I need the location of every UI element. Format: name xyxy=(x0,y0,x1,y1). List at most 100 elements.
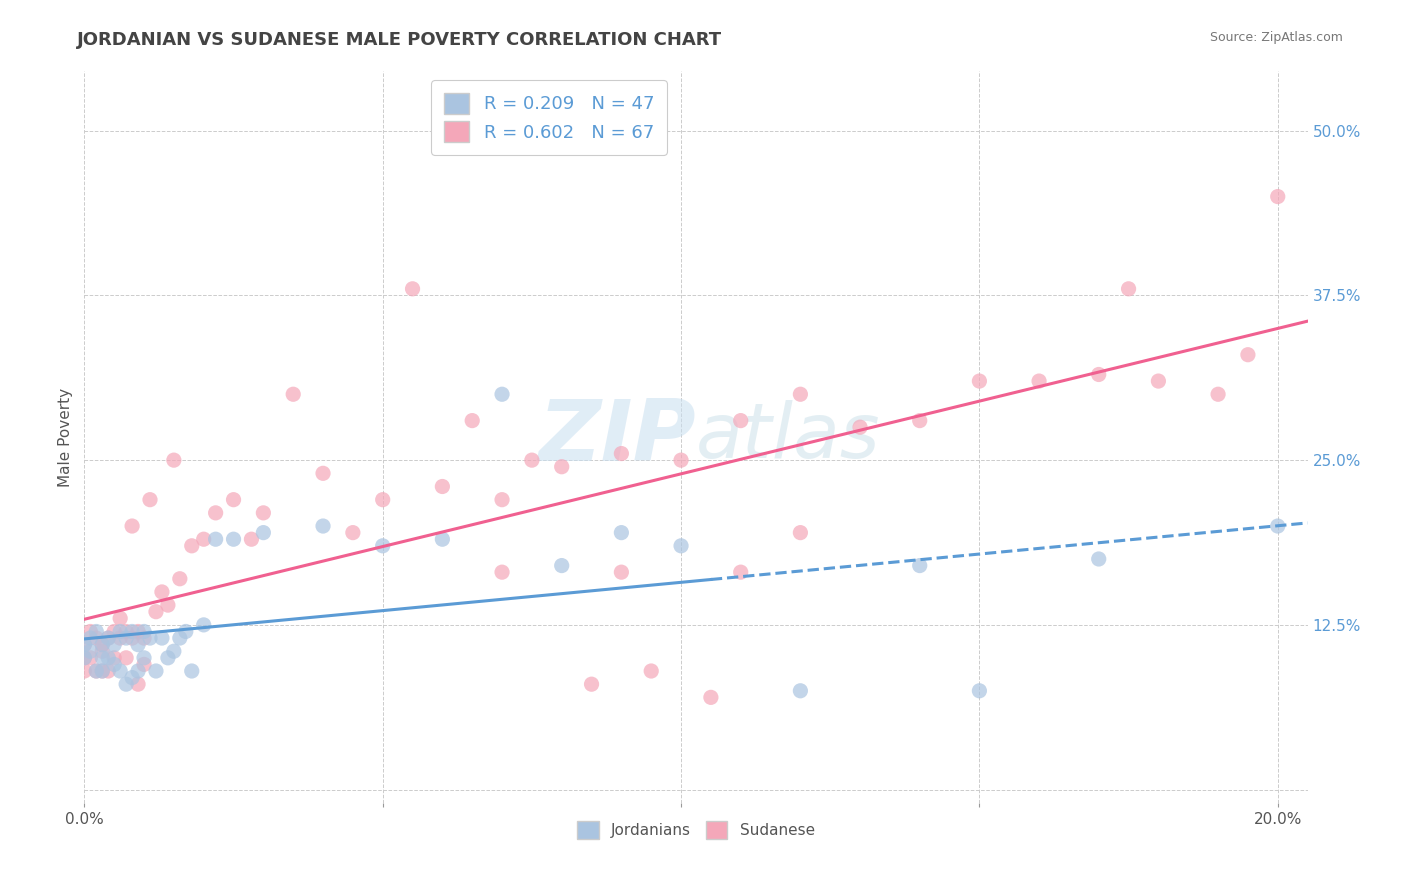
Point xyxy=(132,657,155,672)
Point xyxy=(283,387,305,401)
Point xyxy=(79,644,101,658)
Point xyxy=(1237,348,1260,362)
Point xyxy=(163,644,186,658)
Point xyxy=(84,631,107,645)
Point xyxy=(610,565,633,579)
Point xyxy=(108,664,131,678)
Point xyxy=(150,585,173,599)
Point xyxy=(432,479,454,493)
Point xyxy=(1028,374,1050,388)
Point xyxy=(91,638,114,652)
Point xyxy=(103,638,125,652)
Point xyxy=(669,539,692,553)
Point xyxy=(84,624,107,639)
Point xyxy=(73,650,96,665)
Point xyxy=(252,525,274,540)
Text: Source: ZipAtlas.com: Source: ZipAtlas.com xyxy=(1209,31,1343,45)
Point xyxy=(91,638,114,652)
Point xyxy=(139,631,162,645)
Point xyxy=(79,650,101,665)
Text: ZIP: ZIP xyxy=(538,395,696,479)
Point xyxy=(222,533,245,547)
Point xyxy=(156,650,179,665)
Point xyxy=(97,650,120,665)
Point xyxy=(91,664,114,678)
Point xyxy=(908,414,931,428)
Point xyxy=(240,533,263,547)
Point xyxy=(180,539,202,553)
Point xyxy=(73,638,96,652)
Point xyxy=(1087,368,1109,382)
Point xyxy=(581,677,603,691)
Y-axis label: Male Poverty: Male Poverty xyxy=(58,387,73,487)
Point xyxy=(108,631,131,645)
Point xyxy=(132,650,155,665)
Legend: Jordanians, Sudanese: Jordanians, Sudanese xyxy=(569,814,823,847)
Point xyxy=(849,420,872,434)
Point xyxy=(669,453,692,467)
Point xyxy=(491,492,513,507)
Point xyxy=(91,664,114,678)
Point xyxy=(610,525,633,540)
Point xyxy=(789,683,811,698)
Text: JORDANIAN VS SUDANESE MALE POVERTY CORRELATION CHART: JORDANIAN VS SUDANESE MALE POVERTY CORRE… xyxy=(77,31,723,49)
Point xyxy=(169,572,191,586)
Point xyxy=(127,624,149,639)
Point xyxy=(640,664,662,678)
Point xyxy=(108,611,131,625)
Point xyxy=(84,664,107,678)
Point xyxy=(115,631,138,645)
Point xyxy=(1147,374,1170,388)
Point xyxy=(156,598,179,612)
Point xyxy=(145,605,167,619)
Point xyxy=(97,631,120,645)
Point xyxy=(908,558,931,573)
Point xyxy=(97,631,120,645)
Point xyxy=(139,492,162,507)
Point xyxy=(127,638,149,652)
Point xyxy=(204,506,226,520)
Point xyxy=(461,414,484,428)
Point xyxy=(700,690,723,705)
Point xyxy=(193,533,215,547)
Point xyxy=(163,453,186,467)
Point xyxy=(73,664,96,678)
Point xyxy=(401,282,423,296)
Point xyxy=(97,664,120,678)
Point xyxy=(252,506,274,520)
Point xyxy=(127,677,149,691)
Point xyxy=(551,558,574,573)
Point xyxy=(969,683,991,698)
Point xyxy=(115,677,138,691)
Point xyxy=(1118,282,1140,296)
Point xyxy=(491,387,513,401)
Point xyxy=(789,387,811,401)
Point xyxy=(91,650,114,665)
Point xyxy=(79,631,101,645)
Point xyxy=(204,533,226,547)
Point xyxy=(103,624,125,639)
Point xyxy=(730,565,752,579)
Point xyxy=(610,446,633,460)
Point xyxy=(1267,519,1289,533)
Point xyxy=(371,539,394,553)
Point xyxy=(174,624,197,639)
Point xyxy=(121,671,143,685)
Text: atlas: atlas xyxy=(696,401,880,474)
Point xyxy=(520,453,543,467)
Point xyxy=(79,624,101,639)
Point xyxy=(730,414,752,428)
Point xyxy=(115,624,138,639)
Point xyxy=(127,664,149,678)
Point xyxy=(222,492,245,507)
Point xyxy=(491,565,513,579)
Point xyxy=(193,618,215,632)
Point xyxy=(103,657,125,672)
Point xyxy=(312,467,335,481)
Point xyxy=(789,525,811,540)
Point xyxy=(150,631,173,645)
Point xyxy=(312,519,335,533)
Point xyxy=(108,624,131,639)
Point xyxy=(115,650,138,665)
Point xyxy=(73,638,96,652)
